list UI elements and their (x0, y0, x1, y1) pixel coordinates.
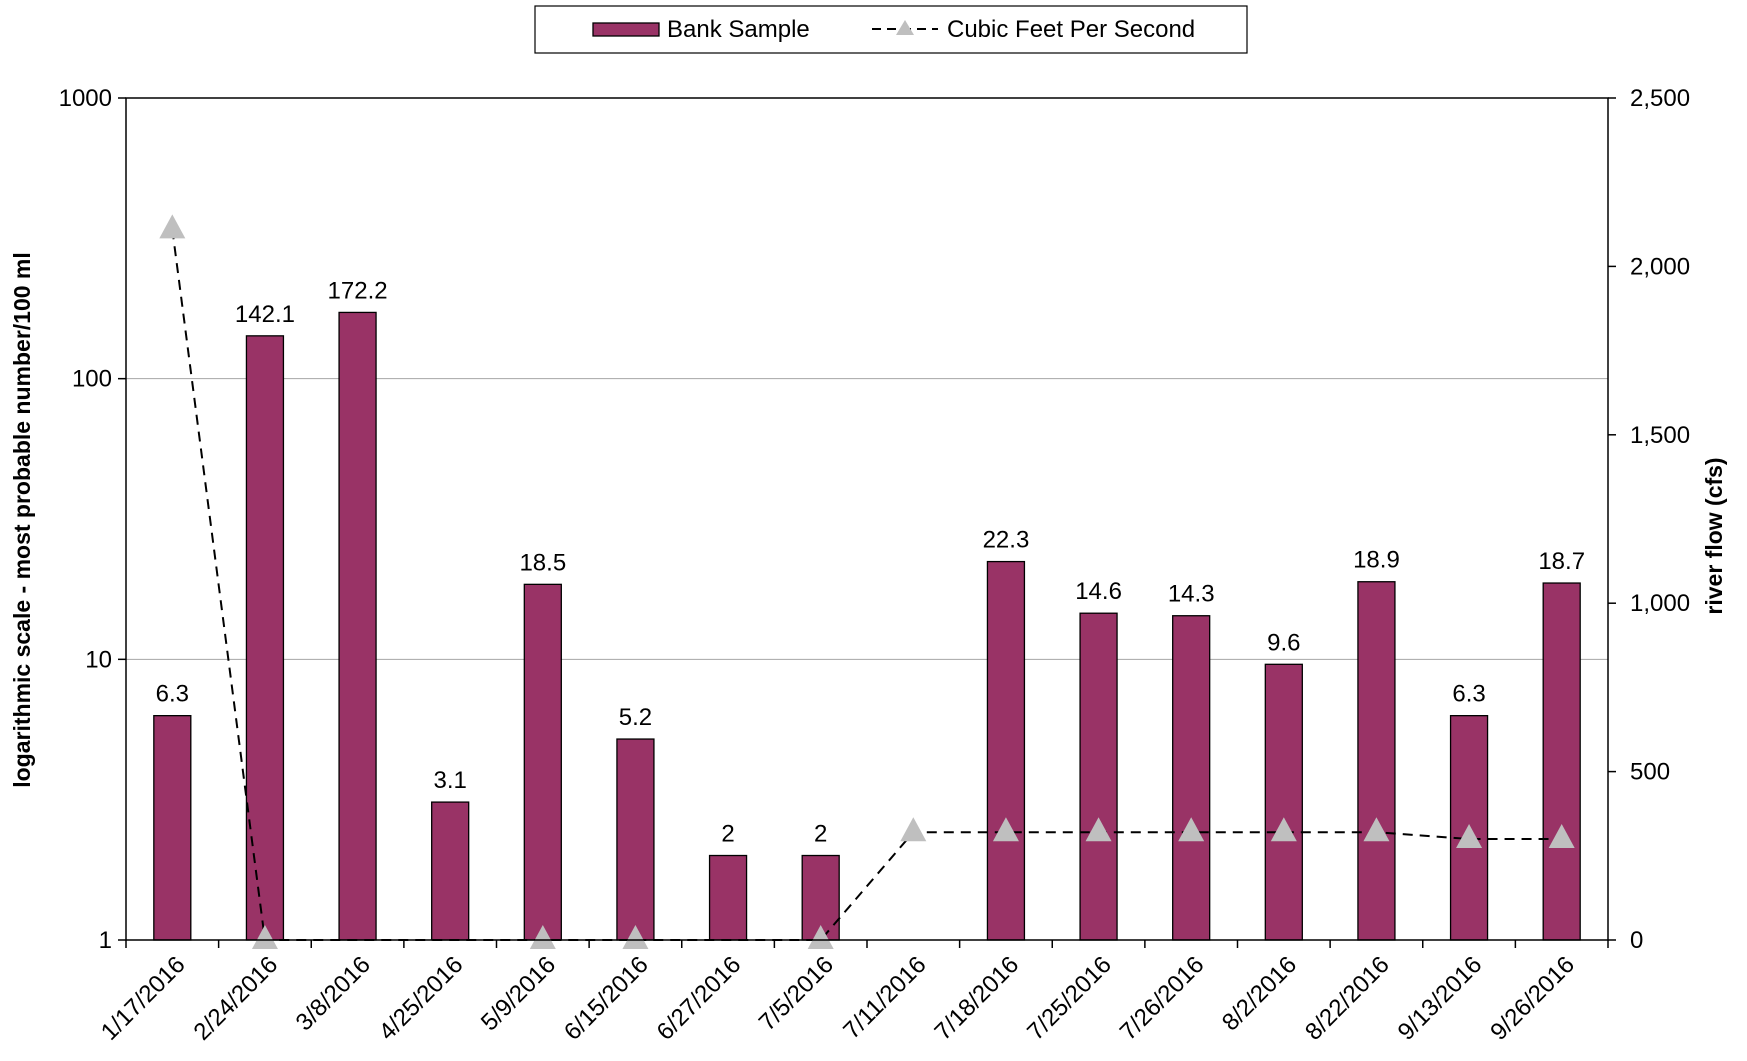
legend-label-cfs: Cubic Feet Per Second (947, 16, 1195, 43)
bar (1079, 612, 1118, 941)
legend-marker-triangle-icon (896, 20, 914, 35)
x-tick-label: 7/18/2016 (930, 951, 1025, 1046)
flow-marker-triangle (992, 817, 1019, 842)
legend: Bank Sample Cubic Feet Per Second (534, 5, 1248, 54)
x-tick-label: 9/13/2016 (1393, 951, 1488, 1046)
bar (1172, 615, 1211, 941)
y-axis-right-title: river flow (cfs) (1701, 457, 1727, 614)
data-label: 18.7 (1538, 548, 1585, 575)
flow-marker-triangle (1178, 817, 1205, 842)
flow-marker-triangle (807, 925, 834, 949)
data-label: 2 (721, 821, 734, 848)
x-tick-label: 3/8/2016 (291, 951, 376, 1036)
legend-swatch-bank-sample (592, 22, 660, 37)
bar (523, 583, 562, 941)
y-right-tick-label: 2,000 (1630, 253, 1690, 280)
x-tick-label: 2/24/2016 (189, 951, 284, 1046)
bar (616, 738, 655, 941)
y-right-tick-label: 500 (1630, 759, 1670, 786)
bar (153, 715, 192, 941)
flow-marker-triangle (159, 214, 186, 239)
flow-marker-triangle (1548, 823, 1575, 848)
flow-marker-triangle (1085, 817, 1112, 842)
data-label: 9.6 (1267, 629, 1300, 656)
x-tick-label: 7/25/2016 (1022, 951, 1117, 1046)
x-tick-label: 7/26/2016 (1115, 951, 1210, 1046)
y-right-tick-label: 0 (1630, 927, 1643, 954)
y-right-tick-label: 1,000 (1630, 590, 1690, 617)
y-left-tick-label: 1 (99, 927, 112, 954)
data-label: 6.3 (1452, 681, 1485, 708)
y-right-tick-label: 2,500 (1630, 85, 1690, 112)
flow-marker-triangle (529, 925, 556, 949)
data-label: 18.9 (1353, 547, 1400, 574)
data-label: 142.1 (235, 301, 295, 328)
flow-marker-triangle (1363, 817, 1390, 842)
bar (708, 854, 748, 941)
x-tick-label: 9/26/2016 (1485, 951, 1580, 1046)
x-tick-label: 5/9/2016 (476, 951, 561, 1036)
y-left-tick-label: 1000 (59, 85, 112, 112)
x-tick-label: 7/5/2016 (754, 951, 839, 1036)
x-tick-label: 6/15/2016 (559, 951, 654, 1046)
x-tick-label: 1/17/2016 (96, 951, 191, 1046)
axes (118, 97, 1616, 948)
bar (986, 560, 1026, 941)
bar (338, 311, 377, 941)
data-label: 172.2 (328, 277, 388, 304)
data-label: 3.1 (434, 767, 467, 794)
bar (1542, 582, 1581, 941)
bar (245, 335, 285, 941)
data-label: 14.6 (1075, 578, 1122, 605)
data-label: 5.2 (619, 704, 652, 731)
flow-marker-triangle (251, 925, 278, 949)
flow-line (171, 229, 1562, 941)
legend-label-bank-sample: Bank Sample (667, 16, 810, 43)
x-tick-label: 6/27/2016 (652, 951, 747, 1046)
x-tick-label: 8/2/2016 (1217, 951, 1302, 1036)
bar (1264, 663, 1303, 941)
flow-marker-triangle (622, 925, 649, 949)
y-right-tick-label: 1,500 (1630, 422, 1690, 449)
x-tick-label: 8/22/2016 (1300, 951, 1395, 1046)
data-label: 18.5 (519, 549, 566, 576)
flow-marker-triangle (900, 817, 927, 842)
data-label: 6.3 (156, 681, 189, 708)
flow-marker-triangle (1270, 817, 1297, 842)
tick-labels: 1 10 100 1000 0 500 1,000 1,500 2,000 2,500 1/17/2… (59, 85, 1690, 1046)
data-label: 2 (814, 821, 827, 848)
bar-series: 6.3 142.1 172.2 3.1 18.5 5.2 2 2 22.3 14.6 14.3 9.6… (153, 277, 1585, 941)
bar (1357, 581, 1396, 941)
x-tick-label: 4/25/2016 (374, 951, 469, 1046)
y-left-tick-label: 100 (72, 366, 112, 393)
data-label: 14.3 (1168, 581, 1215, 608)
bar (431, 801, 470, 941)
y-left-tick-label: 10 (85, 646, 112, 673)
y-axis-left-title: logarithmic scale - most probable number… (9, 252, 35, 788)
data-label: 22.3 (983, 527, 1030, 554)
flow-marker-triangle (1456, 823, 1483, 848)
x-tick-label: 7/11/2016 (838, 951, 931, 1044)
